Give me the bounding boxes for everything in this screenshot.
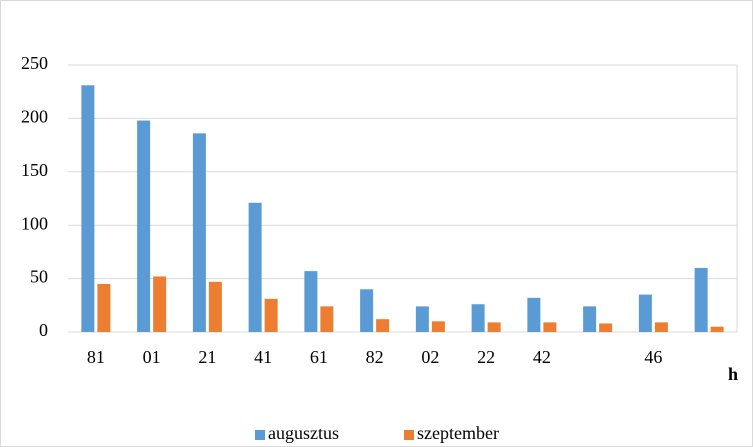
x-tick-label: 81 (87, 347, 105, 367)
bar (431, 321, 445, 332)
bar (638, 294, 652, 332)
y-tick-label: 100 (21, 213, 48, 233)
bar (137, 120, 151, 332)
x-tick-label: 22 (477, 347, 495, 367)
x-tick-label: 01 (143, 347, 161, 367)
y-tick-label: 0 (39, 320, 48, 340)
legend-label: szeptember (417, 423, 499, 443)
bar (248, 202, 262, 332)
bar (153, 276, 167, 332)
bar (710, 326, 724, 332)
legend-swatch (255, 430, 265, 440)
bar (471, 304, 485, 332)
bar (694, 267, 708, 332)
x-tick-label: 61 (310, 347, 328, 367)
x-tick-label: 82 (366, 347, 384, 367)
bar (527, 297, 541, 332)
bar (415, 306, 429, 332)
legend-swatch (404, 430, 414, 440)
y-tick-label: 50 (30, 267, 48, 287)
bar (654, 322, 668, 332)
x-tick-label: 21 (198, 347, 216, 367)
bar (599, 323, 613, 332)
y-tick-label: 200 (21, 107, 48, 127)
bar (304, 271, 318, 332)
bar (81, 85, 95, 333)
bar (376, 319, 390, 332)
bar (264, 298, 278, 332)
bar (583, 306, 597, 332)
x-tick-label: 46 (644, 347, 662, 367)
bar (208, 281, 222, 332)
bar (320, 306, 334, 332)
x-tick-label: 02 (421, 347, 439, 367)
x-tick-label: 42 (533, 347, 551, 367)
bar (360, 289, 374, 332)
legend-label: augusztus (268, 423, 339, 443)
x-tick-label: 41 (254, 347, 272, 367)
y-tick-label: 150 (21, 160, 48, 180)
bar (97, 283, 111, 332)
bar (192, 133, 206, 332)
bar (543, 322, 557, 332)
y-tick-label: 250 (21, 53, 48, 73)
x-axis-label: h (728, 364, 738, 384)
bar (487, 322, 501, 332)
